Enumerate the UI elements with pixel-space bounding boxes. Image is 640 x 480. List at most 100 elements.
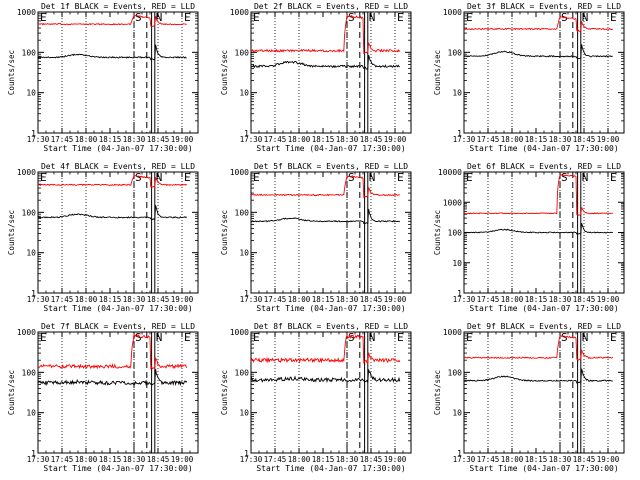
x-tick-label: 17:30 xyxy=(453,455,476,464)
marker-e-left: E xyxy=(466,171,473,184)
x-axis-label: Start Time (04-Jan-07 17:30:00) xyxy=(256,464,405,473)
series-lld-line xyxy=(37,175,188,189)
y-tick-label: 1 xyxy=(244,449,249,458)
panel-title: Det 6f BLACK = Events, RED = LLD xyxy=(467,162,621,171)
marker-n: N xyxy=(369,171,376,184)
x-tick-label: 18:45 xyxy=(360,135,383,144)
x-tick-label: 18:30 xyxy=(549,135,572,144)
y-tick-label: 10 xyxy=(239,89,249,98)
x-axis-label: Start Time (04-Jan-07 17:30:00) xyxy=(256,304,405,313)
marker-e-left: E xyxy=(40,331,47,344)
marker-n: N xyxy=(156,331,163,344)
y-tick-label: 1000 xyxy=(230,168,249,177)
x-tick-label: 18:30 xyxy=(123,295,146,304)
y-tick-label: 100 xyxy=(22,368,37,377)
y-tick-label: 1 xyxy=(457,289,462,298)
y-tick-label: 100 xyxy=(448,368,463,377)
x-tick-label: 18:30 xyxy=(336,135,359,144)
panel-title: Det 8f BLACK = Events, RED = LLD xyxy=(254,322,408,331)
x-tick-label: 18:15 xyxy=(525,295,548,304)
panel-title: Det 4f BLACK = Events, RED = LLD xyxy=(41,162,195,171)
x-tick-label: 18:45 xyxy=(360,455,383,464)
x-tick-label: 17:45 xyxy=(51,455,74,464)
marker-e-left: E xyxy=(40,171,47,184)
x-tick-label: 18:15 xyxy=(99,135,122,144)
x-tick-label: 18:15 xyxy=(525,455,548,464)
y-axis-label: Counts/sec xyxy=(7,50,16,95)
y-tick-label: 100 xyxy=(22,48,37,57)
x-tick-label: 19:00 xyxy=(384,135,407,144)
y-tick-label: 10 xyxy=(452,409,462,418)
y-tick-label: 10000 xyxy=(438,168,462,177)
marker-e-right: E xyxy=(610,11,617,24)
y-tick-label: 1 xyxy=(31,449,36,458)
x-tick-label: 18:45 xyxy=(360,295,383,304)
x-tick-label: 17:30 xyxy=(27,295,50,304)
x-tick-label: 18:15 xyxy=(312,455,335,464)
y-axis-label: Counts/sec xyxy=(433,50,442,95)
marker-n: N xyxy=(369,331,376,344)
y-axis-label: Counts/sec xyxy=(433,370,442,415)
panel-title: Det 2f BLACK = Events, RED = LLD xyxy=(254,2,408,11)
series-events-line xyxy=(463,222,614,235)
y-tick-label: 100 xyxy=(448,229,463,238)
x-axis-label: Start Time (04-Jan-07 17:30:00) xyxy=(256,144,405,153)
y-tick-label: 1 xyxy=(31,289,36,298)
y-tick-label: 100 xyxy=(235,208,250,217)
marker-s: S xyxy=(561,171,568,184)
panel-title: Det 7f BLACK = Events, RED = LLD xyxy=(41,322,195,331)
x-tick-label: 19:00 xyxy=(171,135,194,144)
x-tick-label: 19:00 xyxy=(384,295,407,304)
y-tick-label: 10 xyxy=(26,409,36,418)
series-lld-line xyxy=(37,334,188,371)
x-tick-label: 18:00 xyxy=(501,295,524,304)
y-tick-label: 100 xyxy=(448,48,463,57)
marker-n: N xyxy=(582,171,589,184)
y-axis-label: Counts/sec xyxy=(7,370,16,415)
marker-s: S xyxy=(135,11,142,24)
panel-title: Det 3f BLACK = Events, RED = LLD xyxy=(467,2,621,11)
x-tick-label: 18:00 xyxy=(75,295,98,304)
y-axis-label: Counts/sec xyxy=(220,210,229,255)
x-axis-label: Start Time (04-Jan-07 17:30:00) xyxy=(469,464,618,473)
y-tick-label: 1000 xyxy=(230,328,249,337)
marker-e-right: E xyxy=(397,171,404,184)
x-axis-label: Start Time (04-Jan-07 17:30:00) xyxy=(43,144,192,153)
x-tick-label: 18:15 xyxy=(99,295,122,304)
x-axis-label: Start Time (04-Jan-07 17:30:00) xyxy=(469,144,618,153)
y-tick-label: 1000 xyxy=(443,198,462,207)
marker-e-right: E xyxy=(184,331,191,344)
y-tick-label: 1000 xyxy=(443,8,462,17)
x-tick-label: 17:45 xyxy=(264,295,287,304)
panel-title: Det 5f BLACK = Events, RED = LLD xyxy=(254,162,408,171)
y-axis-label: Counts/sec xyxy=(7,210,16,255)
y-tick-label: 10 xyxy=(452,89,462,98)
marker-s: S xyxy=(135,171,142,184)
x-tick-label: 18:30 xyxy=(336,295,359,304)
y-tick-label: 1 xyxy=(244,129,249,138)
y-tick-label: 1000 xyxy=(443,328,462,337)
y-tick-label: 10 xyxy=(26,89,36,98)
series-events-line xyxy=(37,44,187,61)
y-axis-label: Counts/sec xyxy=(220,370,229,415)
marker-e-right: E xyxy=(397,11,404,24)
x-axis-label: Start Time (04-Jan-07 17:30:00) xyxy=(469,304,618,313)
marker-e-right: E xyxy=(397,331,404,344)
x-tick-label: 18:45 xyxy=(147,135,170,144)
marker-e-right: E xyxy=(184,11,191,24)
x-tick-label: 17:45 xyxy=(51,295,74,304)
x-tick-label: 17:30 xyxy=(27,455,50,464)
y-tick-label: 100 xyxy=(22,208,37,217)
series-events-line xyxy=(250,54,400,70)
marker-e-left: E xyxy=(466,11,473,24)
marker-n: N xyxy=(156,171,163,184)
x-tick-label: 17:30 xyxy=(240,295,263,304)
y-axis-label: Counts/sec xyxy=(220,50,229,95)
x-tick-label: 18:45 xyxy=(147,295,170,304)
